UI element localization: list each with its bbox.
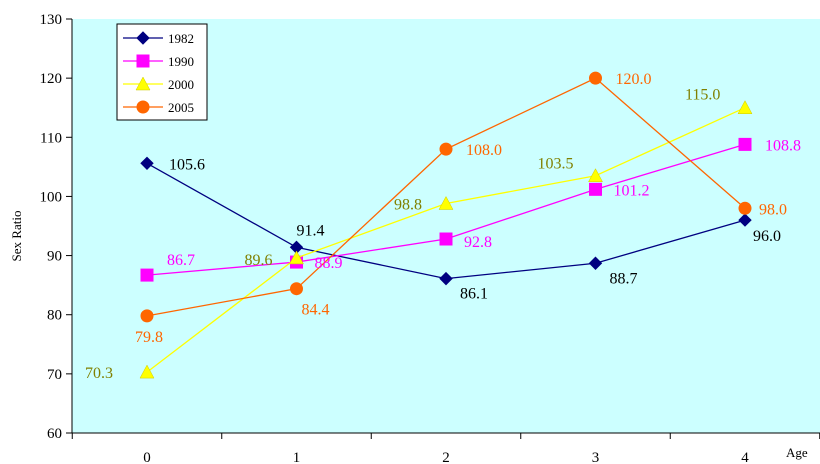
data-point-2005	[439, 142, 453, 156]
data-label-2005: 98.0	[759, 201, 787, 218]
legend-label: 1982	[168, 31, 194, 46]
y-tick-label: 130	[40, 12, 63, 28]
data-point-2005	[140, 309, 154, 323]
data-label-1990: 101.2	[614, 182, 650, 199]
data-point-1982	[140, 156, 154, 171]
data-label-2000: 89.6	[245, 252, 273, 269]
y-tick-label: 120	[40, 71, 63, 87]
x-tick-label: 1	[293, 450, 301, 464]
data-label-2005: 84.4	[302, 302, 330, 319]
data-label-1982: 91.4	[297, 222, 325, 239]
y-tick-label: 100	[40, 189, 63, 205]
data-point-2000	[289, 250, 304, 265]
data-label-1990: 92.8	[464, 234, 492, 251]
data-point-1990	[439, 232, 453, 246]
data-label-2005: 108.0	[466, 142, 502, 159]
series-2005	[140, 71, 752, 323]
data-point-2000	[737, 100, 753, 114]
legend-item-2005: 2005	[123, 100, 194, 115]
legend-label: 2005	[168, 100, 194, 115]
y-tick-label: 70	[47, 367, 62, 383]
legend: 1982 1990 2000 2005	[116, 23, 208, 121]
x-tick-label: 0	[143, 450, 151, 464]
legend-box	[116, 23, 208, 121]
data-point-1990	[738, 137, 752, 151]
y-tick-label: 90	[47, 249, 62, 265]
data-point-1982	[588, 256, 603, 270]
data-label-1990: 86.7	[167, 252, 195, 269]
data-label-1990: 108.8	[765, 137, 801, 154]
legend-marker-1990	[136, 54, 150, 68]
data-point-1990	[589, 182, 602, 196]
data-point-2000	[139, 364, 155, 379]
series-layer	[139, 71, 753, 379]
data-point-1982	[738, 213, 752, 227]
data-point-1990	[140, 268, 154, 282]
series-2000	[139, 100, 753, 379]
data-label-1982: 96.0	[753, 228, 781, 245]
legend-label: 2000	[168, 77, 194, 92]
data-label-1982: 105.6	[169, 156, 205, 173]
legend-marker-2000	[135, 76, 151, 91]
data-point-2005	[290, 282, 303, 296]
y-tick-label: 60	[47, 426, 62, 442]
legend-item-1990: 1990	[123, 54, 194, 69]
x-tick-label: 2	[442, 450, 450, 464]
legend-item-2000: 2000	[123, 76, 194, 92]
data-labels-layer: 105.6 91.4 86.1 88.7 96.0 86.7 88.9 92.8 101.2 10…	[85, 71, 801, 382]
legend-label: 1990	[168, 54, 194, 69]
data-label-2000: 103.5	[538, 156, 574, 173]
x-tick-label: 3	[592, 450, 600, 464]
data-point-2005	[738, 201, 752, 215]
x-axis-title: Age	[786, 445, 808, 460]
data-label-1982: 86.1	[460, 286, 488, 303]
y-axis-title: Sex Ratio	[9, 211, 24, 262]
data-point-2000	[588, 168, 603, 182]
y-tick-label: 80	[47, 308, 62, 324]
series-1982	[140, 156, 752, 286]
data-point-2005	[589, 71, 602, 85]
data-label-1982: 88.7	[610, 270, 638, 287]
y-tick-label: 110	[40, 130, 62, 146]
legend-item-1982: 1982	[123, 31, 194, 46]
data-label-2000: 70.3	[85, 365, 113, 382]
data-label-2005: 120.0	[616, 71, 652, 88]
data-label-2005: 79.8	[135, 329, 163, 346]
data-point-1982	[439, 271, 453, 286]
data-point-2000	[438, 195, 454, 210]
data-label-2000: 115.0	[685, 87, 720, 104]
data-label-2000: 98.8	[394, 197, 422, 214]
legend-marker-2005	[136, 100, 150, 114]
data-label-1990: 88.9	[315, 255, 343, 272]
x-tick-label: 4	[741, 450, 749, 464]
axes-layer: 60 70 80 90 100 110 120 130 0 1 2 3 4 Age Sex Ratio	[9, 12, 820, 464]
legend-marker-1982	[136, 31, 150, 45]
